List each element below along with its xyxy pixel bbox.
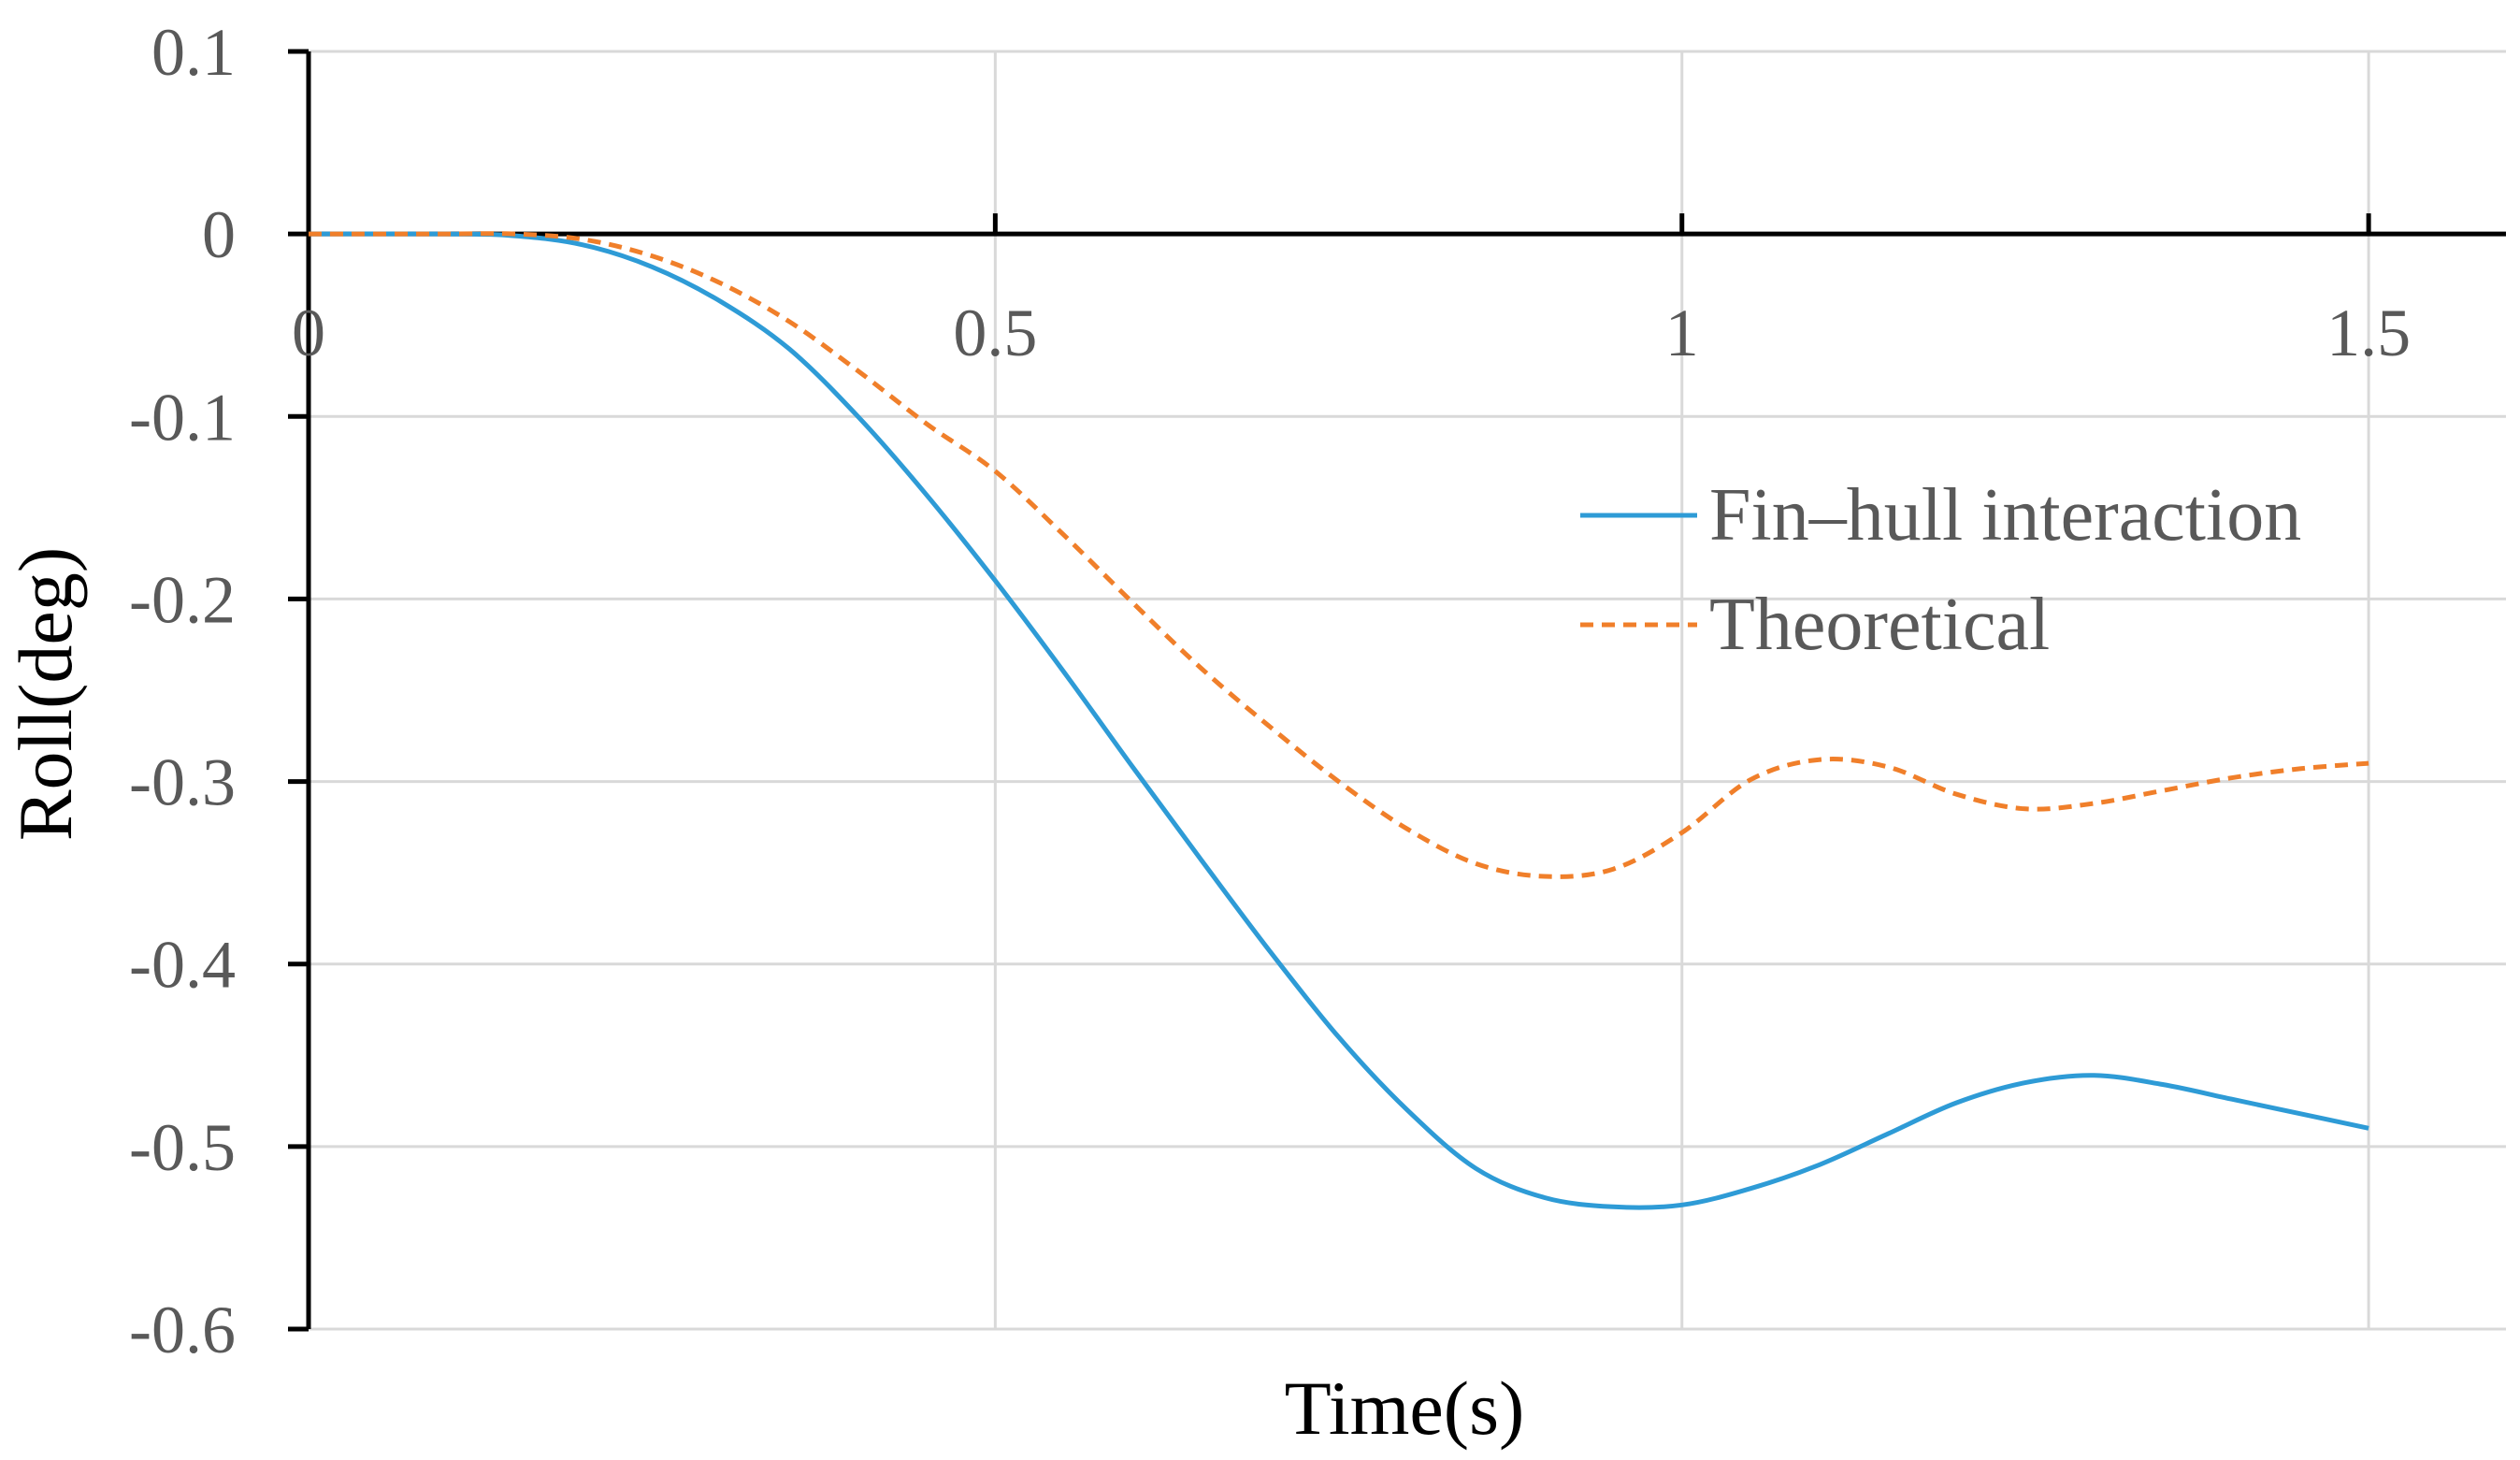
y-axis-title: Roll(deg) (3, 547, 88, 841)
y-tick-label: -0.5 (129, 1110, 236, 1185)
series-line-1 (308, 231, 2369, 1210)
data-series (308, 231, 2369, 1210)
axes (288, 49, 2506, 1332)
series-line-2 (309, 231, 2369, 879)
x-tick-label: 0.5 (953, 296, 1037, 370)
tick-labels: 0.1 0 -0.1 -0.2 -0.3 -0.4 -0.5 -0.6 0 0.5 1 1.5 (129, 15, 2411, 1367)
x-tick-label: 1 (1665, 296, 1699, 370)
x-axis-title: Time(s) (1285, 1366, 1525, 1451)
y-tick-label: 0 (202, 197, 236, 272)
y-tick-label: -0.2 (129, 562, 236, 637)
legend-label-2: Theoretical (1709, 584, 2050, 666)
y-tick-label: -0.4 (129, 928, 236, 1003)
legend: Fin–hull interaction Theoretical (1580, 474, 2301, 666)
x-tick-label: 0 (292, 296, 325, 370)
y-tick-label: -0.3 (129, 745, 236, 820)
y-tick-label: -0.6 (129, 1293, 236, 1367)
legend-label-1: Fin–hull interaction (1709, 474, 2301, 557)
x-tick-label: 1.5 (2326, 296, 2411, 370)
grid-lines (309, 50, 2506, 1331)
y-tick-label: 0.1 (151, 15, 236, 90)
y-tick-label: -0.1 (129, 380, 236, 455)
